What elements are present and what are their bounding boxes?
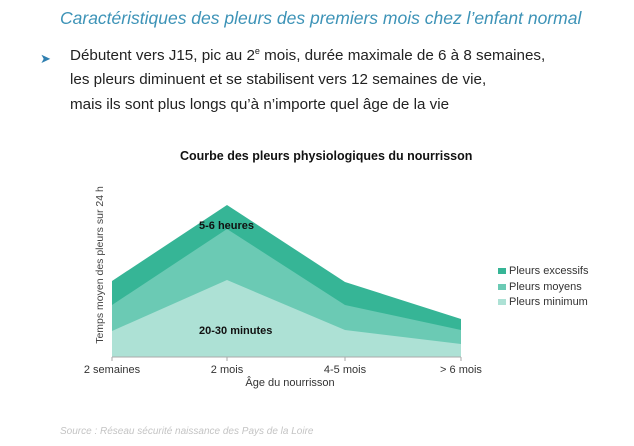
bullet-line-2: les pleurs diminuent et se stabilisent v… (70, 71, 487, 88)
annotation-minimum: 20-30 minutes (199, 325, 273, 337)
x-tick-label: > 6 mois (440, 364, 482, 376)
annotation-peak: 5-6 heures (199, 220, 255, 232)
legend-swatch (498, 299, 506, 305)
arrowhead-bullet-icon: ➤ (40, 51, 51, 66)
legend-label: Pleurs moyens (509, 281, 582, 293)
bullet-line-1: Débutent vers J15, pic au 2e mois, durée… (70, 46, 545, 64)
legend-label: Pleurs excessifs (509, 265, 589, 277)
source-note: Source : Réseau sécurité naissance des P… (60, 426, 314, 437)
legend-item-minimum: Pleurs minimum (498, 296, 588, 308)
x-tick-label: 2 mois (210, 364, 244, 376)
bullet-text: Débutent vers J15, pic au 2 (70, 47, 255, 65)
area-pleurs-minimum (112, 280, 461, 357)
legend-item-moyens: Pleurs moyens (498, 281, 582, 293)
bullet-line-3: mais ils sont plus longs qu’à n’importe … (70, 96, 450, 113)
x-tick-label: 2 semaines (83, 364, 141, 376)
legend-swatch (498, 268, 506, 274)
y-axis-label: Temps moyen des pleurs sur 24 h (94, 186, 106, 344)
legend-label: Pleurs minimum (509, 296, 588, 308)
x-tick-label: 4-5 mois (323, 364, 367, 376)
x-axis-label: Âge du nourrisson (245, 377, 335, 389)
legend-swatch (498, 284, 506, 290)
superscript: e (254, 46, 260, 56)
legend-item-excessifs: Pleurs excessifs (498, 265, 588, 277)
bullet-text: mois, durée maximale de 6 à 8 semaines, (259, 47, 546, 65)
chart-title: Courbe des pleurs physiologiques du nour… (180, 149, 473, 163)
slide-title: Caractéristiques des pleurs des premiers… (60, 8, 582, 28)
